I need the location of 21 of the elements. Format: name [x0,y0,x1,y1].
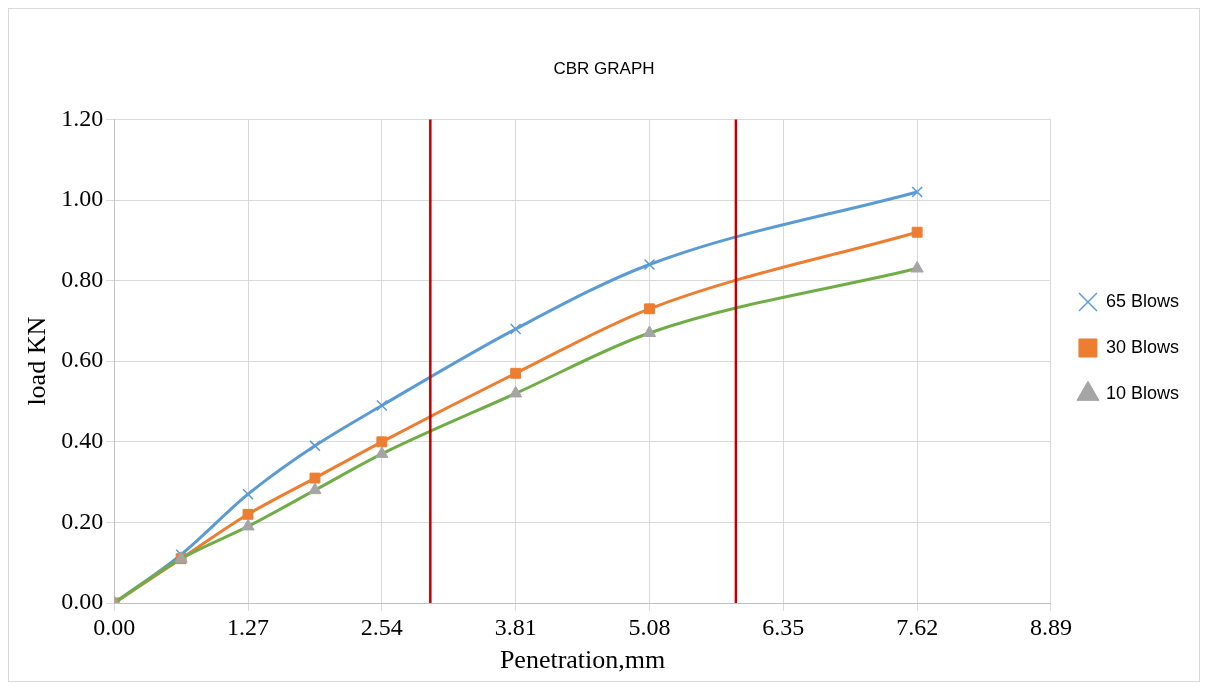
y-tick-label: 0.80 [61,265,104,292]
x-tick-label: 8.89 [1029,613,1072,640]
y-tick-label: 1.20 [61,104,104,131]
legend-label: 10 Blows [1105,382,1180,403]
y-tick-label: 0.40 [61,427,104,454]
y-tick-label: 0.20 [61,507,104,534]
x-tick-label: 1.27 [227,613,270,640]
y-tick-label: 0.60 [61,346,104,373]
x-tick-label: 2.54 [360,613,403,640]
x-tick-label: 3.81 [494,613,537,640]
y-axis-title: load KN [22,316,52,406]
x-tick-label: 7.62 [896,613,939,640]
x-tick-label: 6.35 [762,613,805,640]
x-tick-label: 5.08 [628,613,671,640]
chart-title: CBR GRAPH [553,58,655,78]
x-tick-label: 0.00 [93,613,136,640]
y-tick-label: 1.00 [61,185,104,212]
y-tick-label: 0.00 [61,588,104,615]
x-axis-title: Penetration,mm [499,645,666,675]
legend-label: 30 Blows [1105,336,1180,357]
legend-label: 65 Blows [1105,290,1180,311]
